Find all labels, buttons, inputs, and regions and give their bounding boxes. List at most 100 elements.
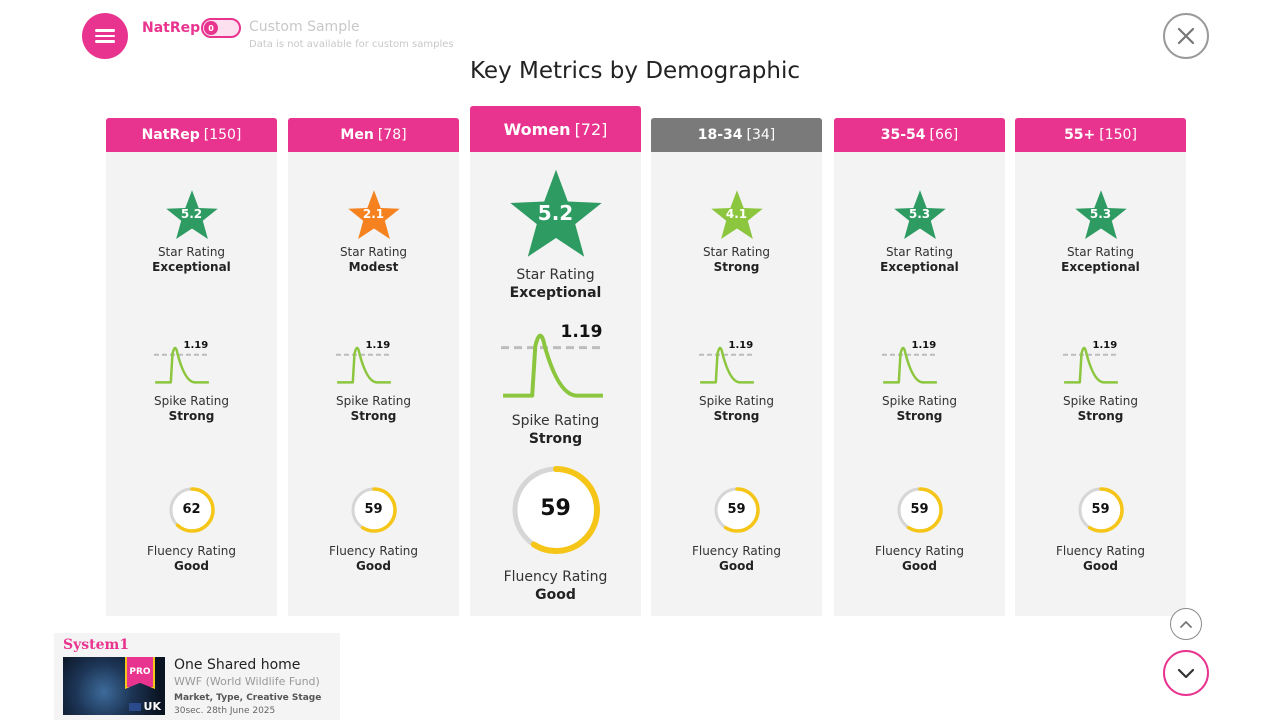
- spike-rating-metric: 1.19 Spike Rating Strong: [1015, 340, 1186, 424]
- fluency-ring-icon: [896, 487, 943, 533]
- fluency-rating-value: Good: [1083, 559, 1118, 573]
- fluency-rating-value: Good: [535, 587, 576, 603]
- star-rating-metric: 2.1 Star Rating Modest: [288, 188, 459, 275]
- spike-rating-metric: 1.19 Spike Rating Strong: [651, 340, 822, 424]
- star-rating-value: Modest: [348, 260, 399, 274]
- fluency-rating-label: Fluency Rating: [691, 544, 782, 558]
- spike-score: 1.19: [911, 340, 937, 351]
- ad-card[interactable]: System1 PRO UK One Shared home WWF (Worl…: [54, 633, 340, 720]
- spike-chart-icon: [335, 346, 392, 384]
- star-rating-metric: 5.2 Star Rating Exceptional: [106, 188, 277, 275]
- fluency-rating-value: Good: [174, 559, 209, 573]
- menu-button[interactable]: [82, 13, 128, 59]
- star-rating-value: Exceptional: [152, 260, 231, 274]
- star-icon: [1074, 190, 1127, 239]
- fluency-score: 59: [540, 496, 571, 521]
- spike-rating-value: Strong: [713, 409, 760, 423]
- fluency-rating-label: Fluency Rating: [1055, 544, 1146, 558]
- fluency-score: 59: [364, 502, 383, 517]
- custom-sample-note: Data is not available for custom samples: [249, 39, 454, 50]
- spike-score: 1.19: [728, 340, 754, 351]
- star-rating-label: Star Rating: [702, 245, 771, 259]
- fluency-rating-label: Fluency Rating: [874, 544, 965, 558]
- scroll-down-button[interactable]: [1163, 650, 1209, 696]
- star-rating-value: Strong: [713, 260, 760, 274]
- column-header-men[interactable]: Men [78]: [288, 118, 459, 152]
- fluency-rating-value: Good: [902, 559, 937, 573]
- demographic-column: 18-34 [34] 4.1 Star Rating Strong 1.19 Spike R…: [651, 118, 822, 616]
- spike-rating-label: Spike Rating: [699, 394, 774, 408]
- spike-rating-metric: 1.19 Spike Rating Strong: [470, 322, 641, 448]
- fluency-rating-metric: 59 Fluency Rating Good: [288, 486, 459, 574]
- spike-rating-label: Spike Rating: [511, 413, 600, 429]
- column-header-55-[interactable]: 55+ [150]: [1015, 118, 1186, 152]
- spike-rating-metric: 1.19 Spike Rating Strong: [106, 340, 277, 424]
- star-icon: [893, 190, 946, 239]
- uk-flag-icon: [129, 703, 141, 711]
- column-name: 35-54: [880, 127, 926, 143]
- sample-toggle[interactable]: 0: [201, 18, 241, 38]
- fluency-rating-metric: 59 Fluency Rating Good: [834, 486, 1005, 574]
- star-icon: [509, 169, 602, 257]
- star-rating-value: Exceptional: [509, 285, 602, 301]
- star-icon: [347, 190, 400, 239]
- system1-logo: System1: [63, 637, 130, 653]
- fluency-ring-icon: [511, 466, 600, 554]
- page-title: Key Metrics by Demographic: [469, 58, 801, 84]
- spike-rating-value: Strong: [896, 409, 943, 423]
- ad-date: 30sec. 28th June 2025: [174, 706, 276, 716]
- demographic-column: Men [78] 2.1 Star Rating Modest 1.19 Spike Rat…: [288, 118, 459, 616]
- column-header-women[interactable]: Women [72]: [470, 106, 641, 152]
- demographic-column: NatRep [150] 5.2 Star Rating Exceptional 1.19…: [106, 118, 277, 616]
- column-count: [66]: [929, 127, 959, 143]
- star-score: 5.3: [908, 207, 931, 222]
- demographic-column: 55+ [150] 5.3 Star Rating Exceptional 1.19 Spi…: [1015, 118, 1186, 616]
- spike-chart-icon: [500, 333, 605, 398]
- fluency-rating-label: Fluency Rating: [503, 569, 608, 585]
- star-icon: [165, 190, 218, 239]
- spike-rating-value: Strong: [1077, 409, 1124, 423]
- fluency-score: 59: [727, 502, 746, 517]
- column-header-natrep[interactable]: NatRep [150]: [106, 118, 277, 152]
- spike-rating-label: Spike Rating: [154, 394, 229, 408]
- column-name: 55+: [1064, 127, 1096, 143]
- chevron-up-icon: [1180, 621, 1192, 628]
- ad-thumbnail[interactable]: PRO UK: [63, 657, 165, 715]
- fluency-rating-metric: 62 Fluency Rating Good: [106, 486, 277, 574]
- star-rating-metric: 4.1 Star Rating Strong: [651, 188, 822, 275]
- column-count: [34]: [746, 127, 776, 143]
- fluency-ring-icon: [1077, 487, 1124, 533]
- spike-rating-metric: 1.19 Spike Rating Strong: [834, 340, 1005, 424]
- column-count: [150]: [1099, 127, 1137, 143]
- column-name: NatRep: [141, 127, 200, 143]
- star-rating-label: Star Rating: [1066, 245, 1135, 259]
- column-name: Men: [340, 127, 374, 143]
- spike-score: 1.19: [560, 322, 603, 342]
- close-button[interactable]: [1163, 13, 1209, 59]
- fluency-ring-icon: [713, 487, 760, 533]
- spike-rating-metric: 1.19 Spike Rating Strong: [288, 340, 459, 424]
- fluency-rating-value: Good: [356, 559, 391, 573]
- ad-title: One Shared home: [174, 657, 301, 673]
- demographic-column: 35-54 [66] 5.3 Star Rating Exceptional 1.19 Sp…: [834, 118, 1005, 616]
- fluency-rating-metric: 59 Fluency Rating Good: [1015, 486, 1186, 574]
- star-rating-value: Exceptional: [1061, 260, 1140, 274]
- ad-meta: Market, Type, Creative Stage: [174, 693, 322, 703]
- star-rating-value: Exceptional: [880, 260, 959, 274]
- scroll-up-button[interactable]: [1170, 608, 1202, 640]
- fluency-score: 62: [182, 502, 201, 517]
- column-header-35-54[interactable]: 35-54 [66]: [834, 118, 1005, 152]
- fluency-ring-icon: [350, 487, 397, 533]
- fluency-rating-label: Fluency Rating: [146, 544, 237, 558]
- toggle-knob: 0: [204, 21, 218, 35]
- star-rating-metric: 5.3 Star Rating Exceptional: [834, 188, 1005, 275]
- demographic-column: Women [72] 5.2 Star Rating Exceptional 1.19 Sp…: [470, 106, 641, 616]
- star-rating-metric: 5.3 Star Rating Exceptional: [1015, 188, 1186, 275]
- fluency-rating-label: Fluency Rating: [328, 544, 419, 558]
- spike-rating-value: Strong: [168, 409, 215, 423]
- column-header-18-34[interactable]: 18-34 [34]: [651, 118, 822, 152]
- ad-advertiser: WWF (World Wildlife Fund): [174, 675, 320, 688]
- close-icon: [1177, 27, 1195, 45]
- column-count: [72]: [574, 119, 608, 139]
- fluency-rating-value: Good: [719, 559, 754, 573]
